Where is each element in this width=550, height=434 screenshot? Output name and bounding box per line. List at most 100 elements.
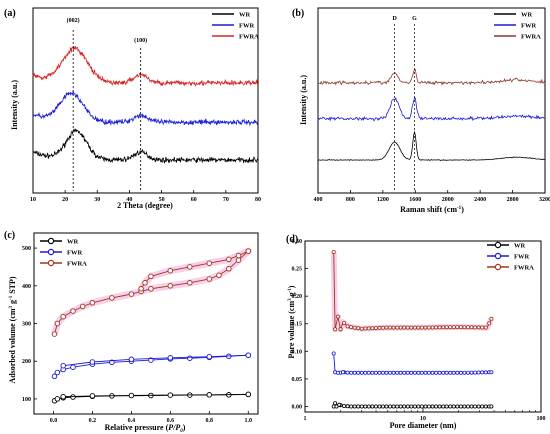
pore-point-fwr: [405, 370, 410, 375]
bet-ytick-label: 500: [22, 246, 31, 252]
xrd-annotation-label: (100): [134, 37, 147, 44]
pore-legend-label-fwr: FWR: [514, 253, 529, 260]
pore-point-fwr: [448, 370, 453, 375]
pore-glow-fwra: [330, 251, 495, 333]
raman-annotation-label: D: [392, 16, 397, 22]
xrd-xtick-label: 80: [255, 197, 261, 203]
pore-point-fwr: [419, 370, 424, 375]
pore-point-fwr: [356, 370, 361, 375]
pore-legend-marker-wr: [494, 241, 502, 249]
xrd-line-fwra: [32, 46, 258, 87]
pore-point-fwr: [416, 370, 421, 375]
bet-point-fwra: [70, 308, 76, 314]
bet-point-fwra: [60, 313, 66, 320]
pore-point-wr: [426, 404, 431, 409]
pore-point-fwra: [487, 321, 492, 326]
pore-point-wr: [405, 404, 410, 409]
bet-point-fwr: [167, 355, 174, 361]
pore-ytick-label: 0.25: [292, 267, 303, 273]
pore-legend-label-fwra: FWRA: [514, 264, 534, 271]
bet-point-fwra: [138, 286, 144, 292]
xrd-xtick-label: 60: [191, 197, 197, 203]
pore-point-fwr: [388, 370, 393, 375]
bet-point-wr: [54, 396, 61, 402]
pore-point-fwra: [366, 326, 371, 331]
bet-x-title: Relative pressure (P/P0): [105, 423, 186, 434]
bet-point-fwra: [148, 273, 154, 280]
pore-point-wr: [423, 404, 428, 409]
pore-point-fwr: [483, 370, 488, 375]
pore-point-fwr: [444, 370, 449, 375]
pore-line-fwr: [333, 353, 492, 374]
pore-point-fwra: [426, 325, 431, 330]
pore-point-fwra: [489, 316, 494, 321]
pore-xtick-label: 1: [304, 416, 307, 422]
pore-point-fwra: [405, 325, 410, 330]
pore-point-wr: [489, 404, 494, 409]
pore-point-fwr: [359, 370, 364, 375]
pore-point-fwra: [472, 325, 477, 330]
pore-point-fwra: [409, 325, 414, 330]
bet-point-fwr: [187, 355, 193, 361]
bet-legend-marker-fwra: [47, 259, 55, 267]
pore-point-fwra: [448, 325, 453, 330]
pore-point-fwra: [342, 321, 347, 326]
pore-point-wr: [349, 404, 354, 409]
bet-xtick-label: 0.6: [167, 418, 175, 424]
pore-point-wr: [380, 404, 385, 409]
bet-point-fwra: [245, 248, 252, 254]
bet-ytick-label: 400: [22, 284, 31, 290]
pore-point-fwra: [441, 325, 446, 330]
pore-ytick-label: 0.15: [292, 322, 303, 328]
xrd-line-fwr: [32, 90, 258, 127]
pore-point-fwr: [472, 370, 477, 375]
bet-point-wr: [60, 393, 66, 400]
xrd-y-title: Intensity (a.u.): [10, 80, 19, 130]
pore-point-fwra: [377, 325, 382, 330]
bet-point-fwra: [235, 257, 242, 263]
pore-point-fwr: [437, 370, 442, 375]
pore-point-wr: [388, 404, 393, 409]
bet-legend-label-fwr: FWR: [67, 249, 82, 256]
bet-point-fwra: [109, 295, 115, 301]
pore-point-fwr: [380, 370, 385, 375]
pore-point-fwr: [402, 370, 407, 375]
pore-point-wr: [337, 402, 342, 407]
bet-line-fwr-desorption: [63, 354, 249, 367]
pore-legend-marker-fwra: [494, 263, 502, 271]
pore-point-wr: [476, 404, 481, 409]
pore-ytick-label: 0.05: [292, 377, 303, 383]
pore-point-fwra: [480, 325, 485, 330]
pore-point-wr: [444, 404, 449, 409]
pore-xtick-label: 100: [537, 416, 546, 422]
pore-point-fwra: [338, 327, 343, 332]
pore-point-fwr: [465, 370, 470, 375]
xrd-line-wr: [32, 128, 258, 164]
pore-point-fwr: [441, 370, 446, 375]
raman-xtick-label: 3200: [539, 197, 550, 203]
pore-point-wr: [451, 404, 456, 409]
bet-point-fwra: [148, 286, 154, 292]
pore-point-fwra: [462, 325, 467, 330]
bet-legend-marker-wr: [47, 237, 55, 245]
pore-point-fwr: [469, 370, 474, 375]
pore-point-fwr: [395, 370, 400, 375]
bet-point-fwra: [89, 300, 96, 306]
pore-point-fwr: [476, 370, 481, 375]
pore-point-fwra: [419, 325, 424, 330]
raman-xtick-label: 1600: [409, 197, 421, 203]
pore-point-fwr: [398, 370, 403, 375]
xrd-xtick-label: 50: [159, 197, 165, 203]
bet-legend-label-wr: WR: [67, 238, 79, 245]
panel-label-d: (d): [286, 234, 298, 245]
pore-point-fwr: [340, 370, 345, 375]
raman-y-title: Intensity (a.u.): [299, 75, 308, 125]
raman-xtick-label: 1200: [377, 197, 389, 203]
pore-point-fwra: [388, 325, 393, 330]
bet-point-wr: [70, 394, 76, 400]
pore-point-fwra: [384, 325, 389, 330]
pore-point-fwr: [426, 370, 431, 375]
pore-point-wr: [395, 404, 400, 409]
raman-xtick-label: 2400: [474, 197, 486, 203]
bet-xtick-label: 1.0: [245, 418, 253, 424]
